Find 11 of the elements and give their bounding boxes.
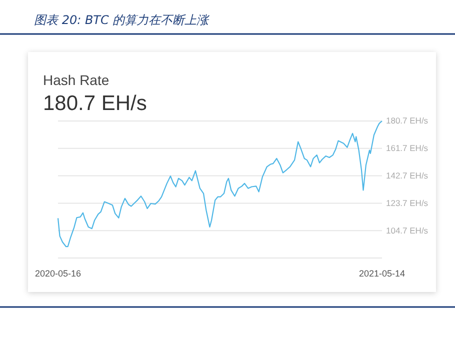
chart-subtitle: Hash Rate <box>43 72 110 88</box>
text: 180.7 EH/s <box>43 92 147 115</box>
x-tick-label: 2020-05-16 <box>34 268 82 278</box>
y-tick-label: 180.7 EH/s <box>386 116 428 126</box>
y-tick-label: 104.7 EH/s <box>386 225 428 236</box>
x-tick-label: 2021-05-14 <box>358 268 406 278</box>
y-tick-label: 123.7 EH/s <box>386 198 428 208</box>
line-series <box>57 120 383 248</box>
y-tick-label: 161.7 EH/s <box>386 143 428 154</box>
y-tick-label: 142.7 EH/s <box>386 170 428 181</box>
chart-title: 图表 20: BTC 的算力在不断上涨 <box>34 13 211 27</box>
